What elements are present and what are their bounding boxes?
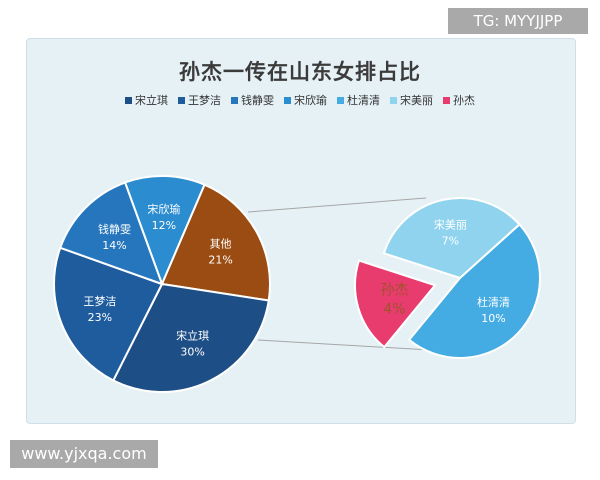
pie-slice [58, 181, 164, 286]
legend-label: 宋美丽 [400, 94, 433, 107]
sub-pie-slice [354, 259, 437, 349]
slice-name-label: 孙杰 [381, 282, 409, 298]
slice-name-label: 杜清清 [477, 295, 510, 309]
slice-percent-label: 7% [442, 235, 459, 248]
legend-swatch [178, 96, 185, 104]
legend-label: 王梦洁 [188, 94, 221, 107]
pie-slice [53, 246, 164, 382]
legend-label: 杜清清 [347, 94, 380, 107]
legend-item: 杜清清 [337, 92, 380, 108]
legend-swatch [443, 96, 450, 104]
pie-slice [123, 175, 206, 287]
legend-swatch [337, 96, 344, 104]
legend-swatch [390, 96, 397, 104]
connector-line-bottom [257, 339, 431, 351]
slice-name-label: 王梦洁 [83, 295, 116, 308]
slice-name-label: 宋美丽 [434, 218, 467, 232]
legend-swatch [284, 96, 291, 104]
pie-slice [111, 282, 270, 393]
legend-label: 宋立琪 [135, 94, 168, 107]
slice-labels: 宋欣瑜 12% 其他 21% 宋立琪 30% 王梦洁 23% 钱静雯 14% 宋美丽 7% 杜清清 10%… [83, 202, 510, 358]
legend-item: 孙杰 [443, 92, 475, 108]
slice-name-label: 宋欣瑜 [147, 202, 180, 216]
chart-title: 孙杰一传在山东女排占比 [179, 60, 421, 84]
pie-slice [160, 183, 271, 302]
slice-percent-label: 10% [481, 312, 505, 325]
legend-item: 王梦洁 [178, 92, 221, 108]
legend-item: 宋美丽 [390, 92, 433, 108]
legend-label: 宋欣瑜 [294, 94, 327, 107]
legend-label: 孙杰 [453, 94, 475, 107]
slice-name-label: 宋立琪 [176, 329, 209, 343]
legend-item: 钱静雯 [231, 92, 274, 108]
main-pie [53, 175, 271, 393]
legend-item: 宋欣瑜 [284, 92, 327, 108]
legend-swatch [125, 96, 132, 104]
legend-item: 宋立琪 [125, 92, 168, 108]
watermark-bottom: www.yjxqa.com [10, 440, 158, 468]
slice-percent-label: 30% [180, 346, 204, 359]
legend-swatch [231, 96, 238, 104]
slice-percent-label: 23% [88, 311, 112, 324]
sub-pie [354, 197, 541, 359]
slice-name-label: 钱静雯 [98, 222, 131, 236]
legend-label: 钱静雯 [241, 94, 274, 107]
connector-line-top [247, 197, 427, 213]
slice-percent-label: 4% [383, 301, 405, 317]
chart-legend: 宋立琪 王梦洁 钱静雯 宋欣瑜 杜清清 宋美丽 孙杰 [0, 92, 600, 108]
slice-name-label: 其他 [210, 238, 232, 251]
watermark-top: TG: MYYJJPP [448, 8, 588, 34]
slice-percent-label: 12% [152, 219, 176, 232]
sub-pie-slice [382, 197, 521, 280]
slice-percent-label: 21% [208, 254, 232, 267]
slice-percent-label: 14% [102, 239, 126, 252]
sub-pie-slice [407, 223, 541, 359]
